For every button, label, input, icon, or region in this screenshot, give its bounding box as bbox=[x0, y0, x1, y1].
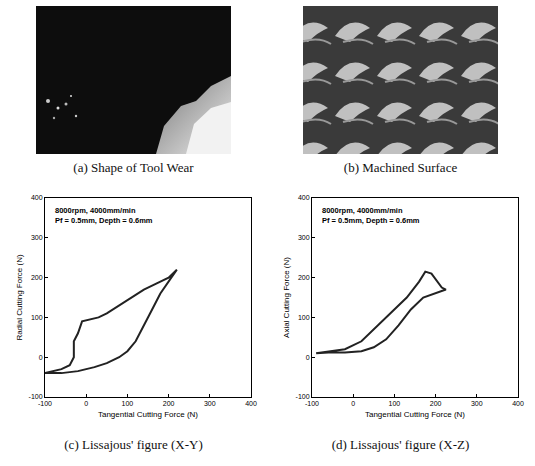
svg-text:Tangential Cutting Force (N): Tangential Cutting Force (N) bbox=[364, 410, 464, 419]
svg-text:200: 200 bbox=[297, 274, 309, 281]
svg-text:200: 200 bbox=[30, 274, 42, 281]
svg-text:Radial Cutting Force (N): Radial Cutting Force (N) bbox=[15, 254, 24, 341]
svg-text:400: 400 bbox=[245, 400, 257, 407]
svg-text:0: 0 bbox=[38, 354, 42, 361]
html-text:(c) Lissajous' figure (X-Y): (c) Lissajous' figure (X-Y) bbox=[64, 437, 203, 452]
svg-text:300: 300 bbox=[470, 400, 482, 407]
svg-text:100: 100 bbox=[30, 314, 42, 321]
svg-text:300: 300 bbox=[297, 234, 309, 241]
svg-text:400: 400 bbox=[512, 400, 524, 407]
svg-text:0: 0 bbox=[351, 400, 355, 407]
html-text:(b) Machined Surface: (b) Machined Surface bbox=[343, 160, 458, 175]
svg-text:-100: -100 bbox=[295, 393, 309, 400]
svg-text:-100: -100 bbox=[28, 393, 42, 400]
svg-text:-100: -100 bbox=[304, 400, 318, 407]
svg-text:300: 300 bbox=[30, 234, 42, 241]
svg-text:Tangential Cutting Force (N): Tangential Cutting Force (N) bbox=[97, 410, 197, 419]
svg-text:-100: -100 bbox=[37, 400, 51, 407]
svg-text:300: 300 bbox=[203, 400, 215, 407]
svg-text:200: 200 bbox=[162, 400, 174, 407]
html-text:(a) Shape of Tool Wear: (a) Shape of Tool Wear bbox=[73, 160, 194, 175]
svg-text:400: 400 bbox=[30, 194, 42, 201]
html-text:(d) Lissajous' figure (X-Z): (d) Lissajous' figure (X-Z) bbox=[331, 437, 470, 452]
svg-text:8000rpm, 4000mm/minPf = 0.5mm,: 8000rpm, 4000mm/minPf = 0.5mm, Depth = 0… bbox=[322, 206, 420, 225]
svg-text:Axial Cutting Force (N): Axial Cutting Force (N) bbox=[282, 257, 291, 338]
svg-text:8000rpm, 4000mm/minPf = 0.5mm,: 8000rpm, 4000mm/minPf = 0.5mm, Depth = 0… bbox=[55, 206, 153, 225]
svg-text:100: 100 bbox=[121, 400, 133, 407]
svg-text:0: 0 bbox=[305, 354, 309, 361]
svg-text:0: 0 bbox=[84, 400, 88, 407]
svg-text:200: 200 bbox=[429, 400, 441, 407]
svg-text:400: 400 bbox=[297, 194, 309, 201]
svg-text:100: 100 bbox=[388, 400, 400, 407]
svg-text:100: 100 bbox=[297, 314, 309, 321]
